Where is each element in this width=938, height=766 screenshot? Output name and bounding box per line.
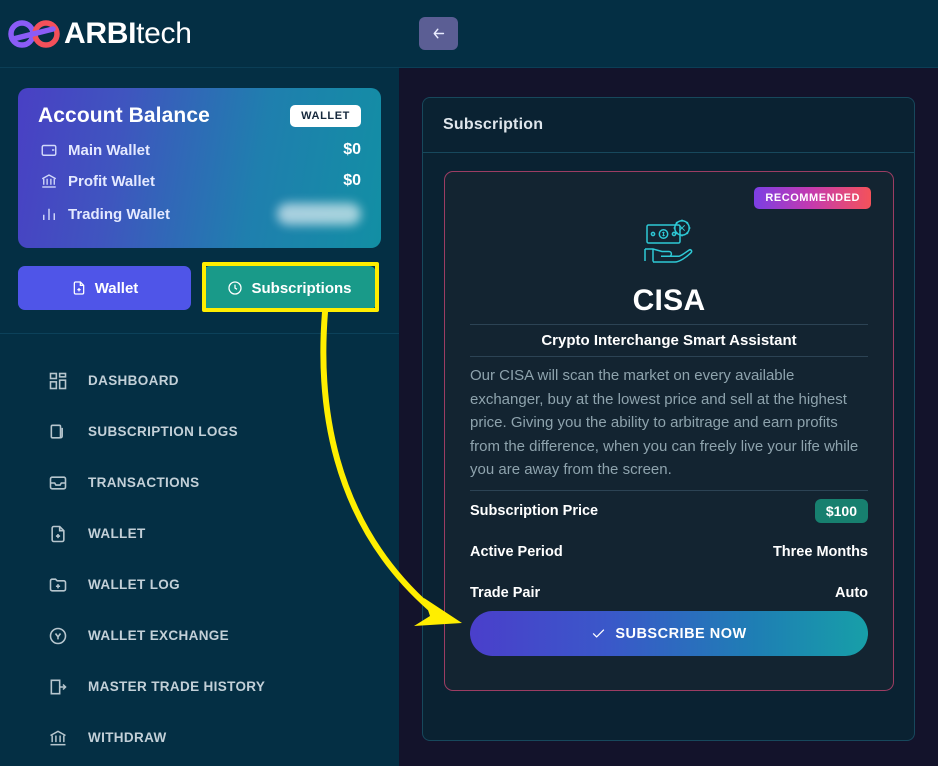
brand-bold: ARBI bbox=[64, 16, 137, 50]
sidebar-divider bbox=[0, 333, 399, 334]
wallet-button-label: Wallet bbox=[94, 279, 139, 297]
page-title: Subscription bbox=[443, 116, 544, 133]
grid-icon bbox=[49, 372, 67, 389]
detail-row-trade-pair: Trade Pair Auto bbox=[470, 573, 868, 614]
plan-name: CISA bbox=[632, 284, 706, 317]
copy-icon bbox=[50, 424, 63, 439]
inbox-icon bbox=[49, 475, 67, 490]
brand-logo[interactable]: ARBItech bbox=[0, 0, 399, 68]
plan-subtitle: Crypto Interchange Smart Assistant bbox=[470, 324, 868, 357]
balance-value: $0 bbox=[343, 172, 361, 189]
balance-row-trading-wallet: Trading Wallet bbox=[38, 203, 361, 225]
sidebar-item-transactions[interactable]: TRANSACTIONS bbox=[0, 457, 399, 508]
subscribe-now-label: SUBSCRIBE NOW bbox=[615, 625, 747, 642]
sidebar-nav: DASHBOARD SUBSCRIPTION LOGS TRANSACTIONS… bbox=[0, 355, 399, 763]
sidebar-item-withdraw[interactable]: WITHDRAW bbox=[0, 712, 399, 763]
bank-icon bbox=[41, 174, 57, 188]
sidebar: ARBItech Account Balance WALLET Main Wal… bbox=[0, 0, 399, 766]
top-bar bbox=[399, 0, 938, 68]
sidebar-item-dashboard[interactable]: DASHBOARD bbox=[0, 355, 399, 406]
bar-chart-icon bbox=[43, 208, 55, 220]
plan-icon-wrap bbox=[470, 216, 868, 268]
balance-label: Trading Wallet bbox=[68, 205, 170, 223]
subscription-panel: Subscription RECOMMENDED bbox=[422, 97, 915, 741]
balance-label: Main Wallet bbox=[68, 141, 150, 159]
detail-label: Subscription Price bbox=[470, 503, 599, 519]
sidebar-item-wallet[interactable]: WALLET bbox=[0, 508, 399, 559]
wallet-button[interactable]: Wallet bbox=[18, 266, 191, 310]
balance-value: $0 bbox=[343, 141, 361, 158]
sidebar-item-subscription-logs[interactable]: SUBSCRIPTION LOGS bbox=[0, 406, 399, 457]
main-content: Subscription RECOMMENDED bbox=[399, 0, 938, 766]
status-badge: RECOMMENDED bbox=[754, 187, 871, 209]
sidebar-item-label: DASHBOARD bbox=[88, 373, 179, 388]
sidebar-item-label: TRANSACTIONS bbox=[88, 475, 200, 490]
folder-plus-icon bbox=[49, 577, 67, 592]
sidebar-item-label: WALLET bbox=[88, 526, 146, 541]
sidebar-item-label: SUBSCRIPTION LOGS bbox=[88, 424, 238, 439]
detail-value: Three Months bbox=[772, 544, 868, 560]
price-badge: $100 bbox=[814, 499, 868, 523]
panel-header: Subscription bbox=[423, 98, 914, 153]
plan-description: Our CISA will scan the market on every a… bbox=[470, 357, 868, 491]
bank-icon bbox=[50, 729, 66, 745]
balance-label: Profit Wallet bbox=[68, 172, 155, 190]
infinity-logo-icon bbox=[8, 19, 60, 48]
back-button[interactable] bbox=[419, 17, 458, 50]
exchange-icon bbox=[49, 627, 67, 644]
balance-header: Account Balance WALLET bbox=[38, 104, 361, 128]
sidebar-item-label: WALLET LOG bbox=[88, 577, 180, 592]
wallet-icon bbox=[41, 144, 57, 156]
sidebar-item-master-trade-history[interactable]: MASTER TRADE HISTORY bbox=[0, 661, 399, 712]
balance-row-profit-wallet: Profit Wallet $0 bbox=[38, 172, 361, 190]
brand-name: ARBItech bbox=[64, 16, 192, 50]
file-plus-icon bbox=[73, 281, 84, 295]
wallet-chip[interactable]: WALLET bbox=[290, 105, 361, 127]
balance-value-skeleton bbox=[277, 203, 361, 225]
plan-card: RECOMMENDED CISA bbox=[444, 171, 894, 691]
sidebar-item-wallet-log[interactable]: WALLET LOG bbox=[0, 559, 399, 610]
detail-row-active-period: Active Period Three Months bbox=[470, 532, 868, 573]
arrow-left-icon bbox=[433, 28, 445, 39]
clock-icon bbox=[228, 281, 243, 295]
sidebar-action-buttons: Wallet Subscriptions bbox=[18, 266, 376, 310]
file-plus-icon bbox=[51, 525, 65, 542]
check-icon bbox=[593, 629, 605, 638]
detail-label: Active Period bbox=[470, 544, 563, 560]
brand-light: tech bbox=[136, 16, 192, 50]
subscriptions-button-label: Subscriptions bbox=[251, 279, 352, 297]
account-balance-card: Account Balance WALLET Main Wallet $0 Pr… bbox=[18, 88, 381, 248]
hand-money-gear-icon bbox=[644, 219, 693, 263]
sidebar-item-label: WITHDRAW bbox=[88, 730, 167, 745]
detail-value: Auto bbox=[834, 585, 868, 601]
balance-row-main-wallet: Main Wallet $0 bbox=[38, 141, 361, 159]
subscribe-now-button[interactable]: SUBSCRIBE NOW bbox=[470, 611, 868, 656]
detail-label: Trade Pair bbox=[470, 585, 541, 601]
balance-title: Account Balance bbox=[38, 104, 210, 127]
sidebar-item-label: WALLET EXCHANGE bbox=[88, 628, 230, 643]
log-out-icon bbox=[50, 679, 67, 694]
sidebar-item-wallet-exchange[interactable]: WALLET EXCHANGE bbox=[0, 610, 399, 661]
detail-row-subscription-price: Subscription Price $100 bbox=[470, 491, 868, 532]
subscriptions-button[interactable]: Subscriptions bbox=[203, 266, 376, 310]
sidebar-item-label: MASTER TRADE HISTORY bbox=[88, 679, 266, 694]
